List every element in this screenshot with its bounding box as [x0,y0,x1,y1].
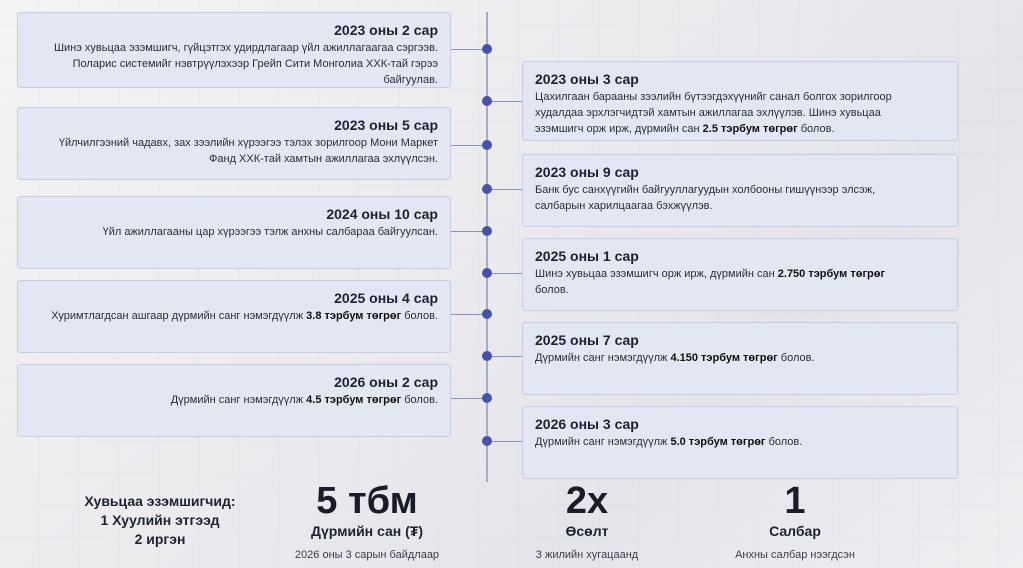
card-text-line: Дүрмийн санг нэмэгдүүлж 4.150 тэрбум төг… [535,352,815,364]
timeline-dot [482,436,492,446]
card-text-line: байгуулав. [383,74,438,86]
timeline-connector [451,231,486,232]
timeline-dot [482,309,492,319]
card-text-line: худалдаа эрхлэгчидтэй хамтын ажиллагаа э… [535,107,881,119]
card-text-line: Шинэ хувьцаа эзэмшигч орж ирж, дүрмийн с… [535,268,886,280]
timeline-dot [482,96,492,106]
stat-branch: 1 Салбар Анхны салбар нээгдсэн [700,480,890,563]
timeline-dot [482,226,492,236]
timeline-card-2025-07: 2025 оны 7 сар Дүрмийн санг нэмэгдүүлж 4… [522,322,958,395]
amount-highlight: 5.0 тэрбум төгрөг [670,436,766,448]
shareholders-individuals: 2 иргэн [134,531,186,547]
shareholders-summary: Хувьцаа эзэмшигчид: 1 Хуулийн этгээд 2 и… [40,492,280,549]
card-title: 2023 оны 2 сар [334,22,438,38]
timeline-connector [451,398,486,399]
timeline-card-2024-10: 2024 оны 10 сар Үйл ажиллагааны цар хүрэ… [17,196,451,269]
card-text-line: Поларис системийг нэвтрүүлэхээр Грейп Си… [72,58,438,70]
card-title: 2025 оны 1 сар [535,248,639,264]
card-text-line: Шинэ хувьцаа эзэмшигч, гүйцэтгэх удирдла… [53,42,438,54]
timeline-card-2023-03: 2023 оны 3 сар Цахилгаан барааны зээлийн… [522,61,958,141]
card-title: 2026 оны 3 сар [535,416,639,432]
card-title: 2025 оны 4 сар [334,290,438,306]
timeline-card-2025-04: 2025 оны 4 сар Хуримтлагдсан ашгаар дүрм… [17,280,451,353]
timeline-dot [482,393,492,403]
card-text-line: Банк бус санхүүгийн байгууллагуудын холб… [535,184,876,196]
card-title: 2023 оны 9 сар [535,164,639,180]
stat-label: Салбар [769,523,821,539]
timeline-card-2026-03: 2026 оны 3 сар Дүрмийн санг нэмэгдүүлж 5… [522,406,958,479]
stat-value: 5 тбм [316,480,418,522]
card-title: 2025 оны 7 сар [535,332,639,348]
timeline-card-2023-09: 2023 оны 9 сар Банк бус санхүүгийн байгу… [522,154,958,227]
card-text-line: Фанд ХХК-тай хамтын ажиллагаа эхлүүлсэн. [209,153,438,165]
card-text-line: Дүрмийн санг нэмэгдүүлж 5.0 тэрбум төгрө… [535,436,803,448]
timeline-connector [451,145,486,146]
stat-label: Дүрмийн сан (₮) [310,523,423,539]
card-text-line: Үйлчилгээний чадавх, зах зээлийн хүрээгэ… [58,137,438,149]
timeline-connector [488,441,522,442]
stat-sub: 3 жилийн хугацаанд [535,549,639,561]
timeline-connector [488,189,522,190]
stat-value: 1 [784,480,806,522]
timeline-dot [482,44,492,54]
stat-sub: Анхны салбар нээгдсэн [735,549,855,561]
card-text-line: эзэмшигч орж ирж, дүрмийн сан 2.5 тэрбум… [535,123,835,135]
card-text-line: салбарын харилцаагаа бэхжүүлэв. [535,200,713,212]
timeline-dot [482,140,492,150]
timeline-dot [482,268,492,278]
timeline-card-2023-02: 2023 оны 2 сар Шинэ хувьцаа эзэмшигч, гү… [17,12,451,88]
timeline-card-2026-02: 2026 оны 2 сар Дүрмийн санг нэмэгдүүлж 4… [17,364,451,437]
timeline-connector [451,314,486,315]
stat-capital: 5 тбм Дүрмийн сан (₮) 2026 оны 3 сарын б… [262,480,472,563]
timeline-connector [451,49,486,50]
card-text-line: Дүрмийн санг нэмэгдүүлж 4.5 тэрбум төгрө… [170,394,438,406]
shareholders-title: Хувьцаа эзэмшигчид: [84,493,236,509]
shareholders-legal: 1 Хуулийн этгээд [100,512,220,528]
card-text-line: Хуримтлагдсан ашгаар дүрмийн санг нэмэгд… [51,310,438,322]
timeline-dot [482,351,492,361]
card-text-line: болов. [535,284,569,296]
stat-value: 2x [565,480,609,522]
timeline-dot [482,184,492,194]
card-title: 2024 оны 10 сар [326,206,438,222]
amount-highlight: 2.5 тэрбум төгрөг [702,123,798,135]
amount-highlight: 4.150 тэрбум төгрөг [670,352,778,364]
timeline-card-2023-05: 2023 оны 5 сар Үйлчилгээний чадавх, зах … [17,107,451,180]
timeline-connector [488,356,522,357]
card-text-line: Цахилгаан барааны зээлийн бүтээгдэхүүний… [535,91,892,103]
timeline-axis [486,12,488,482]
card-title: 2026 оны 2 сар [334,374,438,390]
card-title: 2023 оны 3 сар [535,71,639,87]
stat-label: Өсөлт [565,523,609,539]
amount-highlight: 3.8 тэрбум төгрөг [306,310,402,322]
timeline-connector [488,273,522,274]
stat-growth: 2x Өсөлт 3 жилийн хугацаанд [492,480,682,563]
amount-highlight: 4.5 тэрбум төгрөг [306,394,402,406]
timeline-connector [488,101,522,102]
stat-sub: 2026 оны 3 сарын байдлаар [294,549,440,561]
card-text-line: Үйл ажиллагааны цар хүрээгээ тэлж анхны … [102,226,438,238]
amount-highlight: 2.750 тэрбум төгрөг [777,268,886,280]
timeline-card-2025-01: 2025 оны 1 сар Шинэ хувьцаа эзэмшигч орж… [522,238,958,311]
card-title: 2023 оны 5 сар [334,117,438,133]
